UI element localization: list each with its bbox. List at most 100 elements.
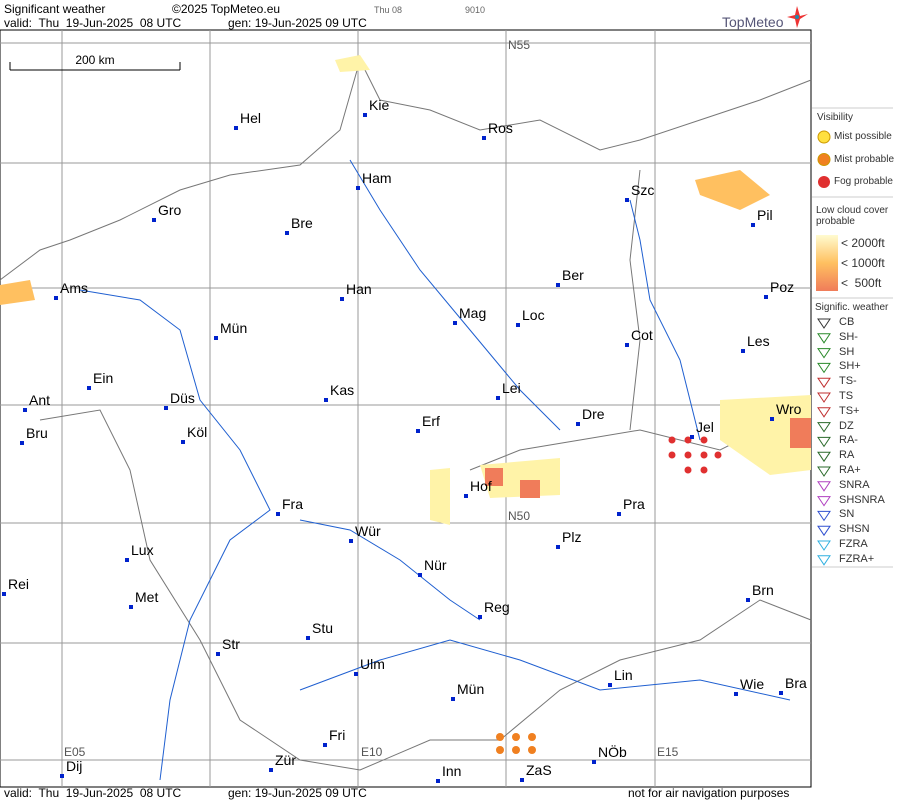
legend-title: Low cloud cover probable [816,205,889,227]
legend-item: RA [839,449,855,462]
scale-label: 200 km [75,53,114,67]
legend-item: RA+ [839,464,861,476]
city-marker [152,218,156,222]
city-label: Zür [275,752,296,768]
city-marker [285,231,289,235]
city-marker [436,779,440,783]
legend-item: RA- [839,434,858,447]
brand-logo [787,6,808,28]
legend-icon [817,348,831,359]
city-label: Ant [29,392,50,408]
city-marker [482,136,486,140]
city-marker [556,545,560,549]
city-marker [734,692,738,696]
title: Significant weather [4,2,105,16]
city-marker [556,283,560,287]
city-label: Ber [562,267,584,283]
legend-icon [817,481,831,492]
city-marker [416,429,420,433]
legend-icon [817,130,831,144]
legend-item: TS [839,390,854,402]
legend-item: < 2000ft [841,236,885,250]
city-label: Erf [422,413,440,429]
city-marker [23,408,27,412]
footer-generated: gen: 19-Jun-2025 09 UTC [228,786,367,800]
city-label: Ein [93,370,113,386]
city-label: Ulm [360,656,385,672]
city-label: Reg [484,599,510,615]
city-label: Bra [785,675,807,691]
legend-item: SH [839,345,855,358]
city-label: Wie [740,676,764,692]
city-label: Wro [776,401,802,417]
legend-title: Signific. weather [815,302,889,313]
run: Thu 08 [374,5,402,15]
city-marker [625,198,629,202]
city-label: Rei [8,576,29,592]
city-marker [464,494,468,498]
city-label: Lux [131,542,154,558]
city-label: Lei [502,380,521,396]
legend-icon [817,525,831,537]
city-label: Hof [470,478,492,494]
city-marker [349,539,353,543]
city-label: Hel [240,110,261,126]
city-label: Brn [752,582,774,598]
city-marker [354,672,358,676]
city-label: Köl [187,424,207,440]
city-label: Inn [442,763,461,779]
city-label: Bru [26,425,48,441]
city-marker [592,760,596,764]
city-label: Poz [770,279,794,295]
city-label: Les [747,333,770,349]
city-marker [451,697,455,701]
legend-item: SHSNRA [839,493,885,506]
legend-item: SNRA [839,478,870,491]
legend-icon [817,555,831,566]
city-label: Gro [158,202,182,218]
city-label: Dre [582,406,605,422]
city-label: Mün [220,320,247,336]
city-marker [125,558,129,562]
city-marker [741,349,745,353]
legend-icon [817,436,831,448]
city-label: Düs [170,390,195,406]
city-label: Stu [312,620,333,636]
city-marker [690,435,694,439]
generated: gen: 19-Jun-2025 09 UTC [228,16,367,30]
legend-item: SN [839,508,855,521]
city-label: Bre [291,215,313,231]
code: 9010 [465,5,485,15]
city-label: Szc [631,182,654,198]
rivers [79,159,791,781]
city-marker [770,417,774,421]
city-label: Mag [459,305,486,321]
city-label: Han [346,281,372,297]
legend-item: DZ [839,419,854,432]
legend-item: Mist probable [834,153,895,165]
city-label: Pil [757,207,773,223]
city-marker [234,126,238,130]
legend-item: SHSN [839,523,870,536]
city-marker [164,406,168,410]
city-label: Str [222,636,240,652]
city-marker [516,323,520,327]
city-label: NÖb [598,743,627,760]
city-label: Met [135,589,158,605]
legend-box [812,107,893,568]
city-marker [129,605,133,609]
city-label: Kie [369,97,389,113]
city-marker [363,113,367,117]
city-marker [746,598,750,602]
city-label: Ams [60,280,88,296]
city-marker [323,743,327,747]
legend-item: Mist possible [834,131,892,142]
legend-icon [817,392,831,403]
city-marker [356,186,360,190]
city-label: Nür [424,557,447,573]
city-label: Ham [362,170,392,186]
city-marker [751,223,755,227]
legend-item: Fog probable [834,176,893,187]
